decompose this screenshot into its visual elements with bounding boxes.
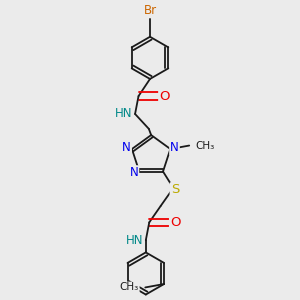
Text: Br: Br — [143, 4, 157, 17]
Text: N: N — [130, 166, 138, 179]
Text: HN: HN — [126, 234, 143, 247]
Text: N: N — [170, 141, 179, 154]
Text: O: O — [159, 90, 170, 103]
Text: S: S — [171, 183, 179, 196]
Text: O: O — [170, 216, 181, 229]
Text: CH₃: CH₃ — [119, 282, 139, 292]
Text: HN: HN — [115, 107, 132, 121]
Text: CH₃: CH₃ — [196, 140, 215, 151]
Text: N: N — [122, 141, 131, 154]
